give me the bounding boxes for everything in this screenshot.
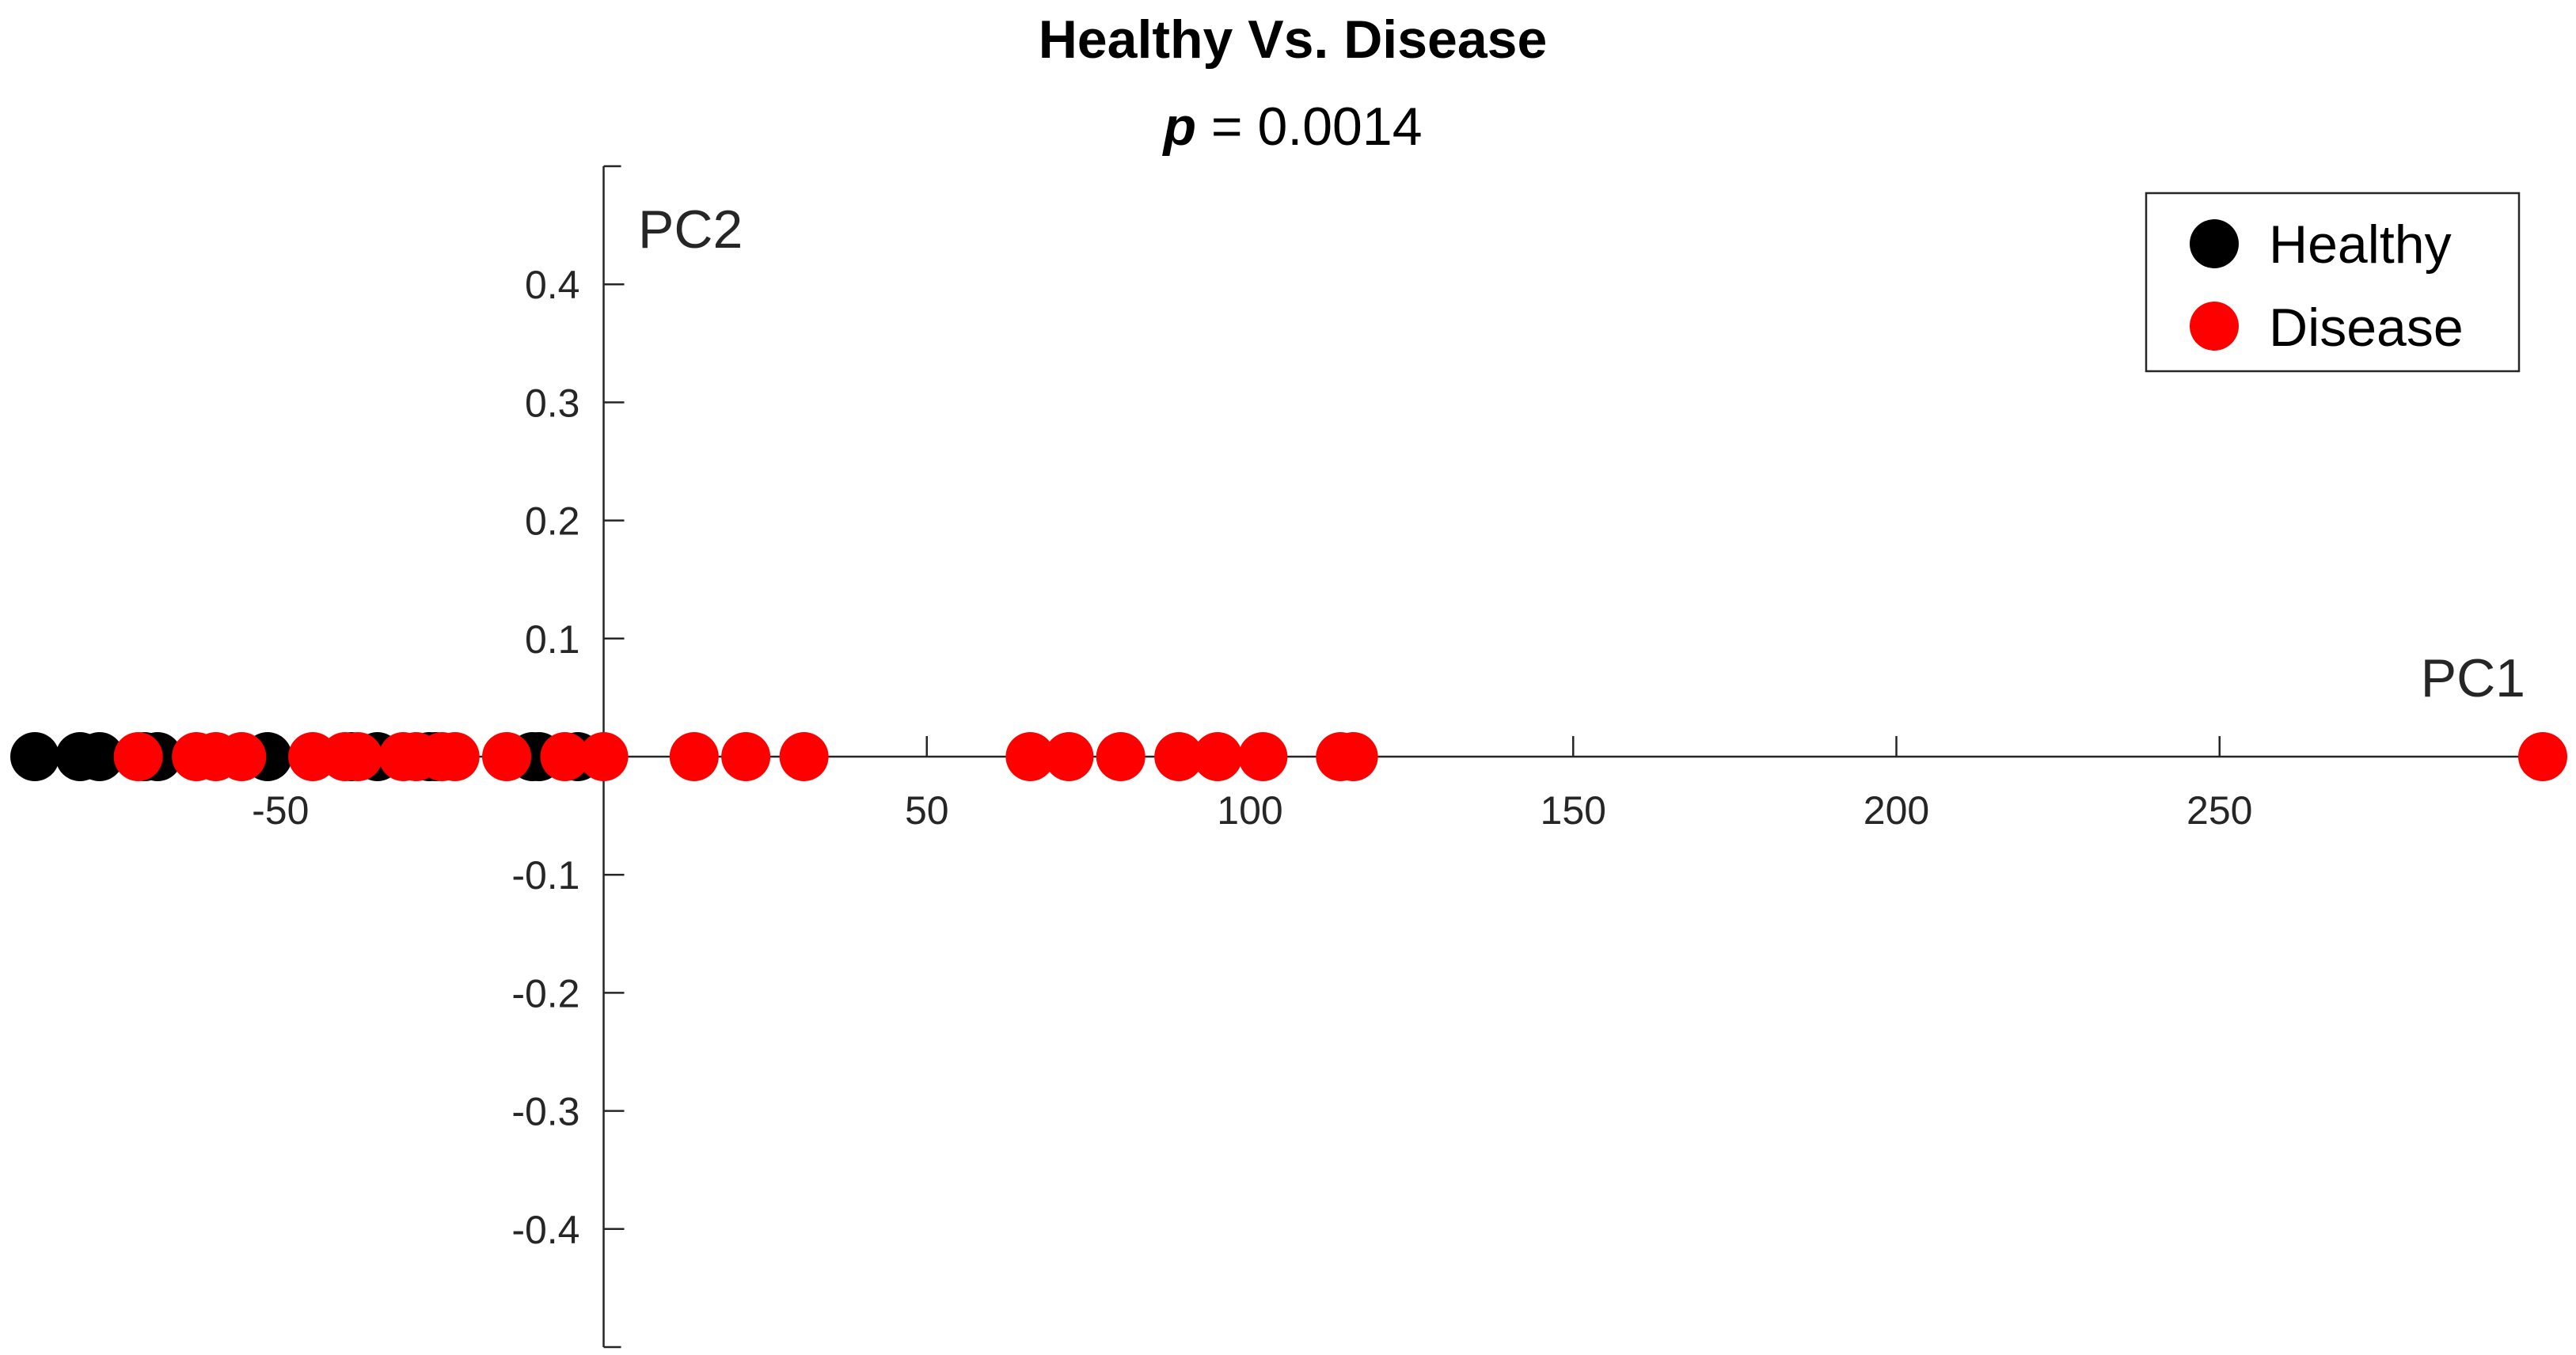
data-point-disease [579, 732, 629, 781]
legend-label-disease: Disease [2269, 298, 2464, 358]
data-point-disease [779, 732, 829, 781]
data-point-disease [721, 732, 771, 781]
data-point-disease [1005, 732, 1055, 781]
chart-title: Healthy Vs. Disease [1039, 9, 1548, 70]
x-tick-label: 200 [1864, 788, 1929, 833]
data-point-disease [1096, 732, 1146, 781]
data-point-disease [482, 732, 532, 781]
data-point-disease [430, 732, 480, 781]
p-value-text: = 0.0014 [1196, 97, 1422, 157]
legend-marker-disease [2190, 302, 2239, 351]
y-tick-label: 0.1 [525, 617, 580, 662]
y-axis-label: PC2 [638, 199, 743, 260]
data-point-disease [669, 732, 719, 781]
y-tick-label: 0.3 [525, 381, 580, 425]
x-tick-label: 150 [1541, 788, 1606, 833]
y-tick-label: 0.4 [525, 263, 580, 307]
legend-marker-healthy [2190, 219, 2239, 268]
y-tick-label: -0.4 [511, 1208, 579, 1252]
y-tick-label: -0.1 [511, 853, 579, 898]
x-tick-label: -50 [252, 788, 309, 833]
data-point-healthy [10, 732, 59, 781]
data-point-healthy [74, 732, 124, 781]
data-point-disease [2518, 732, 2567, 781]
data-point-disease [1193, 732, 1243, 781]
y-tick-label: -0.3 [511, 1090, 579, 1134]
data-point-disease [217, 732, 267, 781]
y-tick-label: -0.2 [511, 971, 579, 1015]
x-tick-label: 100 [1217, 788, 1282, 833]
legend-label-healthy: Healthy [2269, 214, 2452, 275]
y-tick-label: 0.2 [525, 499, 580, 544]
data-point-disease [1238, 732, 1288, 781]
data-point-disease [540, 732, 590, 781]
p-value-symbol: p [1161, 97, 1196, 157]
data-point-disease [333, 732, 383, 781]
data-point-disease [1154, 732, 1204, 781]
data-point-disease [1328, 732, 1378, 781]
data-point-disease [113, 732, 163, 781]
x-tick-label: 250 [2187, 788, 2252, 833]
x-axis-label: PC1 [2421, 648, 2525, 708]
data-point-disease [1044, 732, 1094, 781]
legend: Healthy Disease [2145, 192, 2521, 373]
data-points [10, 732, 2567, 781]
x-tick-label: 50 [905, 788, 949, 833]
chart-subtitle: p = 0.0014 [1161, 97, 1422, 157]
axis-ticks: -50 50 100 150 200 250 0.4 0.3 0.2 0.1 -0.1 -0.2 -0.… [252, 263, 2252, 1252]
